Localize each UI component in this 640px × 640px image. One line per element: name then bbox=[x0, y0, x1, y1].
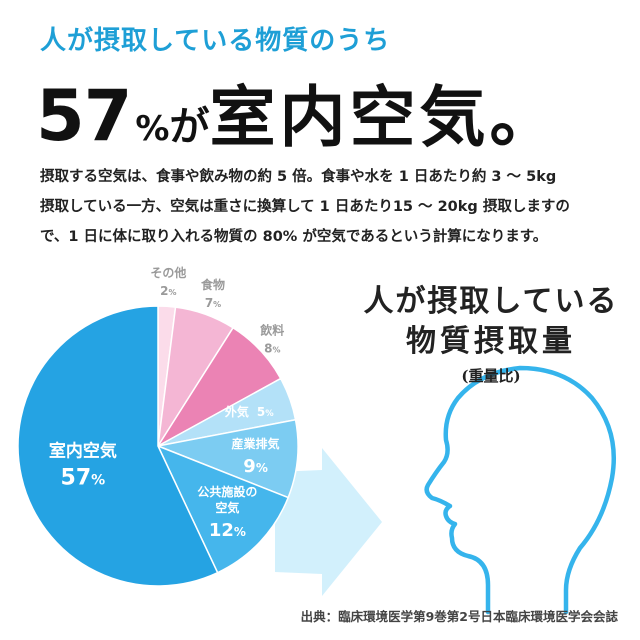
slice-label-name: 室内空気 bbox=[49, 440, 117, 461]
page-subtitle: 人が摂取している物質のうち bbox=[40, 26, 391, 56]
headline: 57 %が室内空気。 bbox=[36, 64, 560, 160]
slice-label-name: 食物 bbox=[200, 277, 225, 292]
chart-title-line2: 物質摂取量 bbox=[406, 324, 576, 359]
pie-slice bbox=[17, 305, 219, 587]
chart-title-line3: (重量比) bbox=[461, 367, 521, 385]
pie-slice bbox=[156, 444, 290, 574]
headline-main: 室内空気。 bbox=[209, 79, 560, 156]
slice-label-name: 外気 bbox=[225, 404, 249, 419]
description-line: で、1 日に体に取り入れる物質の 80% が空気であるという計算になります。 bbox=[40, 229, 548, 245]
slice-label-name: 公共施設の bbox=[197, 484, 257, 499]
headline-number: 57 bbox=[36, 75, 132, 157]
slice-label-value: 2% bbox=[160, 284, 176, 298]
headline-percent: % bbox=[135, 109, 170, 149]
slice-label-name: 飲料 bbox=[259, 323, 284, 338]
slice-label-value: 8% bbox=[264, 342, 280, 356]
slice-label-name: 産業排気 bbox=[232, 436, 280, 451]
slice-label-value: 9% bbox=[243, 456, 268, 477]
source-note: 出典：臨床環境医学第9巻第2号日本臨床環境医学会会誌 bbox=[300, 609, 618, 624]
slice-label-value: 5% bbox=[257, 405, 274, 419]
description-line: 摂取する空気は、食事や飲み物の約 5 倍。食事や水を 1 日あたり約 3 ～ 5… bbox=[40, 169, 557, 185]
headline-particle: が bbox=[169, 104, 210, 150]
description-line: 摂取している一方、空気は重さに換算して 1 日あたり15 ～ 20kg 摂取しま… bbox=[40, 199, 570, 215]
arrow-to-head bbox=[275, 448, 382, 596]
slice-label-name: 空気 bbox=[215, 500, 239, 515]
pie-slice bbox=[155, 418, 299, 499]
head-silhouette-icon bbox=[424, 365, 617, 615]
slice-label-value: 7% bbox=[205, 296, 221, 310]
slice-label-value: 12% bbox=[209, 520, 246, 541]
chart-title: 人が摂取している 物質摂取量 (重量比) bbox=[356, 282, 626, 388]
pie-slices bbox=[17, 305, 299, 587]
chart-title-line1: 人が摂取している bbox=[363, 284, 619, 319]
description: 摂取する空気は、食事や飲み物の約 5 倍。食事や水を 1 日あたり約 3 ～ 5… bbox=[40, 162, 620, 252]
slice-label-name: その他 bbox=[150, 265, 186, 280]
